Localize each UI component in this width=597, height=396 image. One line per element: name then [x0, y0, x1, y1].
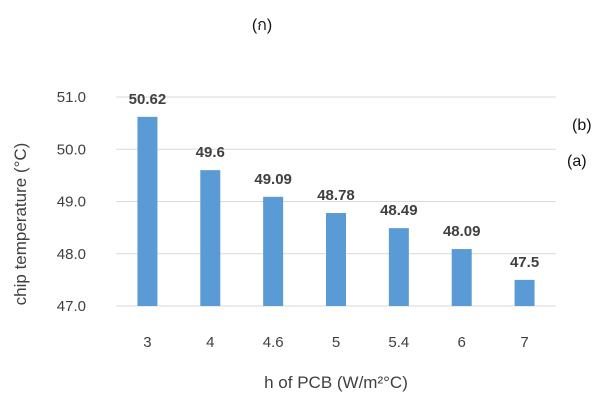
data-label: 48.09 [443, 223, 481, 240]
side-label-b: (b) [572, 117, 592, 134]
bar [388, 228, 409, 306]
y-tick-label: 50.0 [57, 141, 86, 158]
x-axis-ticks: 3 4 4.6 5 5.4 6 7 [143, 334, 528, 351]
data-label: 48.49 [380, 202, 418, 219]
bar [451, 249, 472, 306]
figure-label-thai: (ก) [252, 17, 272, 34]
gridlines [116, 96, 556, 307]
y-axis-ticks: 47.0 48.0 49.0 50.0 51.0 [57, 89, 86, 315]
bar [514, 279, 535, 306]
x-tick-label: 5.4 [388, 334, 409, 351]
x-tick-label: 7 [520, 334, 528, 351]
data-label: 50.62 [129, 91, 167, 108]
bar [326, 212, 346, 306]
bar [263, 196, 284, 306]
data-labels: 50.62 49.6 49.09 48.78 48.49 48.09 47.5 [129, 91, 540, 271]
x-tick-label: 4 [206, 334, 214, 351]
data-label: 47.5 [510, 254, 539, 271]
x-tick-label: 6 [458, 334, 466, 351]
y-tick-label: 48.0 [57, 246, 86, 263]
y-axis-title: chip temperature (°C) [11, 143, 30, 306]
data-label: 49.6 [196, 144, 225, 161]
bar [137, 116, 158, 306]
data-label: 49.09 [254, 171, 292, 188]
bars [137, 116, 535, 306]
x-axis-title: h of PCB (W/m²°C) [264, 373, 408, 392]
bar [200, 170, 221, 306]
x-tick-label: 5 [332, 334, 340, 351]
y-tick-label: 49.0 [57, 194, 86, 211]
data-label: 48.78 [317, 187, 355, 204]
x-tick-label: 3 [143, 334, 151, 351]
side-label-a: (a) [567, 153, 587, 170]
y-tick-label: 51.0 [57, 89, 86, 106]
x-tick-label: 4.6 [263, 334, 284, 351]
y-tick-label: 47.0 [57, 298, 86, 315]
